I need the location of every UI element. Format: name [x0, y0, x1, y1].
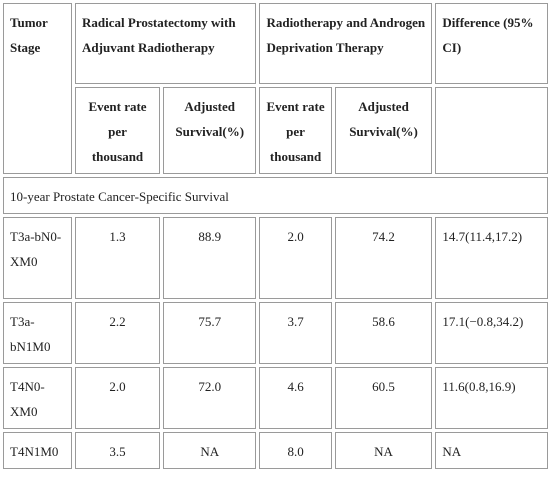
header-difference: Difference (95% CI) — [435, 3, 548, 84]
cell-rp-event-rate: 2.2 — [75, 302, 160, 364]
cell-tumor-stage: T4N1M0 — [3, 432, 73, 469]
header-row-metrics: Event rate per thousand Adjusted Surviva… — [3, 87, 548, 174]
table-row: T3a-bN1M0 2.2 75.7 3.7 58.6 17.1(−0.8,34… — [3, 302, 548, 364]
cell-tumor-stage: T4N0-XM0 — [3, 367, 73, 429]
cell-rt-event-rate: 4.6 — [259, 367, 332, 429]
cell-rt-adjusted-survival: NA — [334, 432, 433, 469]
cell-tumor-stage: T3a-bN0-XM0 — [3, 217, 73, 299]
section-title: 10-year Prostate Cancer-Specific Surviva… — [3, 177, 548, 214]
table-row: T4N1M0 3.5 NA 8.0 NA NA — [3, 432, 548, 469]
cell-rt-adjusted-survival: 60.5 — [334, 367, 433, 429]
header-rt-adjusted-survival: Adjusted Survival(%) — [334, 87, 433, 174]
cell-difference: NA — [435, 432, 548, 469]
cell-rt-adjusted-survival: 58.6 — [334, 302, 433, 364]
cell-rt-adjusted-survival: 74.2 — [334, 217, 433, 299]
cell-difference: 11.6(0.8,16.9) — [435, 367, 548, 429]
header-row-groups: Tumor Stage Radical Prostatectomy with A… — [3, 3, 548, 174]
cell-rp-event-rate: 1.3 — [75, 217, 160, 299]
table-row: T4N0-XM0 2.0 72.0 4.6 60.5 11.6(0.8,16.9… — [3, 367, 548, 429]
header-rp-event-rate: Event rate per thousand — [75, 87, 160, 174]
header-rt-event-rate: Event rate per thousand — [259, 87, 332, 174]
cell-rp-event-rate: 2.0 — [75, 367, 160, 429]
cell-rp-adjusted-survival: 75.7 — [162, 302, 257, 364]
cell-difference: 17.1(−0.8,34.2) — [435, 302, 548, 364]
cell-rt-event-rate: 3.7 — [259, 302, 332, 364]
cell-rp-event-rate: 3.5 — [75, 432, 160, 469]
cell-rt-event-rate: 8.0 — [259, 432, 332, 469]
section-row: 10-year Prostate Cancer-Specific Surviva… — [3, 177, 548, 214]
table-row: T3a-bN0-XM0 1.3 88.9 2.0 74.2 14.7(11.4,… — [3, 217, 548, 299]
header-tumor-stage: Tumor Stage — [3, 3, 73, 174]
cell-tumor-stage: T3a-bN1M0 — [3, 302, 73, 364]
header-radical-prostatectomy: Radical Prostatectomy with Adjuvant Radi… — [75, 3, 257, 84]
cell-rp-adjusted-survival: NA — [162, 432, 257, 469]
cell-difference: 14.7(11.4,17.2) — [435, 217, 548, 299]
cell-rp-adjusted-survival: 88.9 — [162, 217, 257, 299]
cell-rt-event-rate: 2.0 — [259, 217, 332, 299]
header-radiotherapy-adt: Radiotherapy and Androgen Deprivation Th… — [259, 3, 433, 84]
header-difference-empty — [435, 87, 548, 174]
header-rp-adjusted-survival: Adjusted Survival(%) — [162, 87, 257, 174]
cell-rp-adjusted-survival: 72.0 — [162, 367, 257, 429]
